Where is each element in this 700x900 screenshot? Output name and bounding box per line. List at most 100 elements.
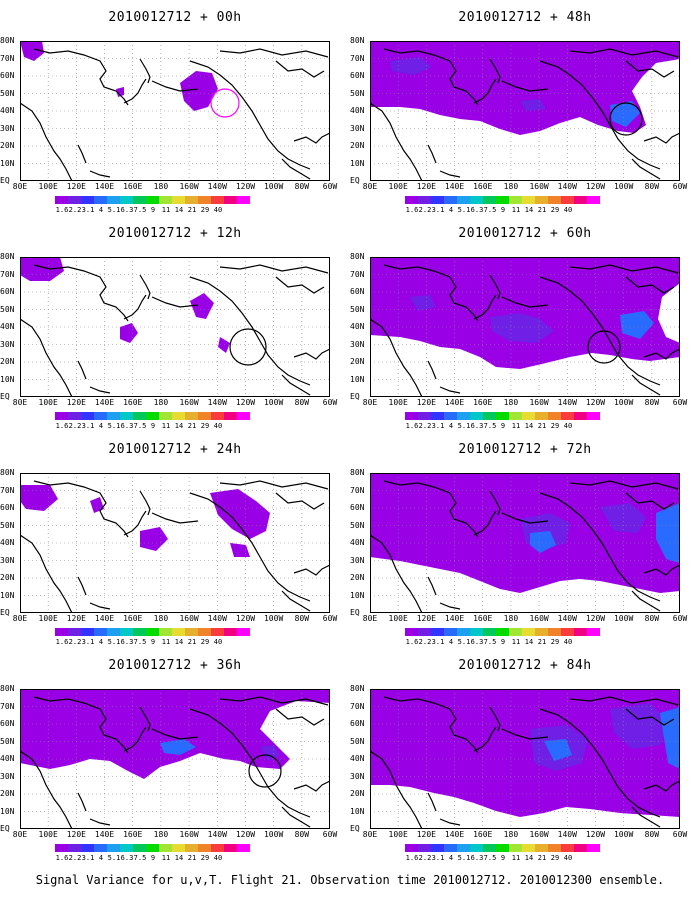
colorbar-swatch xyxy=(522,844,535,852)
colorbar-swatch xyxy=(146,628,159,636)
coastline xyxy=(489,274,501,300)
colorbar-swatch xyxy=(133,412,146,420)
coastline xyxy=(189,276,311,386)
colorbar-swatch xyxy=(587,412,600,420)
latitude-label: EQ xyxy=(0,608,10,617)
variance-region xyxy=(490,313,554,343)
latitude-label: EQ xyxy=(350,176,360,185)
colorbar-label: 29 xyxy=(550,854,560,862)
panel-title: 2010012712 + 60h xyxy=(458,226,592,241)
latitude-label: 40N xyxy=(350,538,365,547)
longitude-label: 140W xyxy=(557,614,577,623)
colorbar-label: 7.5 xyxy=(133,638,147,646)
panel-title: 2010012712 + 24h xyxy=(108,442,242,457)
latitude-label: 20N xyxy=(0,141,15,150)
colorbar-label: 7.5 xyxy=(483,206,497,214)
panel-title: 2010012712 + 84h xyxy=(458,658,592,673)
longitude-label: 80W xyxy=(644,830,660,839)
colorbar-swatch xyxy=(535,628,548,636)
longitude-label: 80E xyxy=(12,830,28,839)
longitude-label: 80W xyxy=(294,830,310,839)
colorbar-label: 40 xyxy=(563,638,573,646)
colorbar-label: 29 xyxy=(550,638,560,646)
colorbar-label: 11 xyxy=(511,854,521,862)
colorbar-label: 14 xyxy=(174,638,184,646)
latitude-label: 60N xyxy=(350,719,365,728)
colorbar-swatch xyxy=(120,628,133,636)
colorbar-swatch xyxy=(535,196,548,204)
longitude-label: 160E xyxy=(123,398,143,407)
variance-region xyxy=(116,87,124,97)
coastline xyxy=(569,264,679,274)
coastline xyxy=(383,48,479,106)
variance-region xyxy=(210,489,270,539)
latitude-label: 20N xyxy=(350,357,365,366)
latitude-label: 30N xyxy=(350,123,365,133)
colorbar-label: 7.5 xyxy=(483,422,497,430)
map-panel: 2010012712 + 24h 80N 70N 60N 50N 40N 30N 20N 10N… xyxy=(0,432,350,650)
coastline xyxy=(427,792,437,812)
longitude-label: 140E xyxy=(444,182,465,191)
latitude-label: 60N xyxy=(350,71,365,80)
coastline xyxy=(281,158,311,180)
coastline xyxy=(631,590,661,612)
coastline xyxy=(77,360,87,380)
colorbar-swatch xyxy=(211,196,224,204)
longitude-label: 180 xyxy=(153,398,169,407)
latitude-label: 50N xyxy=(0,304,15,314)
latitude-label: 40N xyxy=(0,754,15,763)
colorbar-swatch xyxy=(457,412,470,420)
colorbar-label: 21 xyxy=(537,206,547,214)
colorbar-swatch xyxy=(561,844,574,852)
colorbar-label: 9 xyxy=(500,206,506,214)
colorbar-label: 9 xyxy=(500,422,506,430)
latitude-label: 50N xyxy=(350,88,365,98)
latitude-label: EQ xyxy=(0,824,10,833)
latitude-label: 70N xyxy=(0,53,15,63)
map-panel: 2010012712 + 12h 80N 70N 60N 50N 40N 30N 20N 10N… xyxy=(0,216,350,434)
colorbar-label: 29 xyxy=(200,854,210,862)
latitude-label: 20N xyxy=(350,789,365,798)
colorbar xyxy=(55,196,250,204)
longitude-label: 140W xyxy=(207,182,227,191)
colorbar-label: 21 xyxy=(537,422,547,430)
colorbar-label: 4 xyxy=(98,854,104,862)
colorbar-swatch xyxy=(483,196,496,204)
longitude-label: 100W xyxy=(613,830,634,839)
colorbar-swatch xyxy=(496,628,509,636)
coastline xyxy=(139,58,151,84)
colorbar-swatch xyxy=(107,412,120,420)
colorbar-label: 7.5 xyxy=(133,422,147,430)
longitude-label: 160E xyxy=(473,182,493,191)
latitude-label: 80N xyxy=(350,36,365,45)
colorbar-swatch xyxy=(55,196,68,204)
colorbar-label: 6.3 xyxy=(120,422,134,430)
colorbar-swatch xyxy=(431,628,444,636)
longitude-label: 100E xyxy=(38,398,58,407)
coastline xyxy=(123,726,147,752)
variance-map xyxy=(20,41,330,181)
flight-circle xyxy=(587,330,621,364)
colorbar-label: 4 xyxy=(98,422,104,430)
colorbar-label: 1.6 xyxy=(405,638,419,646)
longitude-label: 160W xyxy=(529,398,549,407)
colorbar-label: 14 xyxy=(174,854,184,862)
colorbar-label: 5.1 xyxy=(107,206,121,214)
panel-title: 2010012712 + 00h xyxy=(108,10,242,25)
colorbar-label: 14 xyxy=(174,206,184,214)
latitude-label: 40N xyxy=(0,538,15,547)
longitude-label: 140W xyxy=(557,182,577,191)
colorbar-swatch xyxy=(444,628,457,636)
longitude-label: 160W xyxy=(179,182,199,191)
map-panel: 2010012712 + 60h 80N 70N 60N 50N 40N 30N 20N 10N… xyxy=(350,216,700,434)
coastline xyxy=(123,294,147,320)
latitude-label: 20N xyxy=(350,573,365,582)
latitude-label: 60N xyxy=(0,719,15,728)
colorbar-label: 3.1 xyxy=(81,854,95,862)
colorbar-swatch xyxy=(185,196,198,204)
colorbar-swatch xyxy=(405,412,418,420)
latitude-label: 30N xyxy=(0,771,15,781)
coastline xyxy=(89,818,111,826)
variance-region xyxy=(544,739,572,761)
flight-circle xyxy=(609,102,643,136)
